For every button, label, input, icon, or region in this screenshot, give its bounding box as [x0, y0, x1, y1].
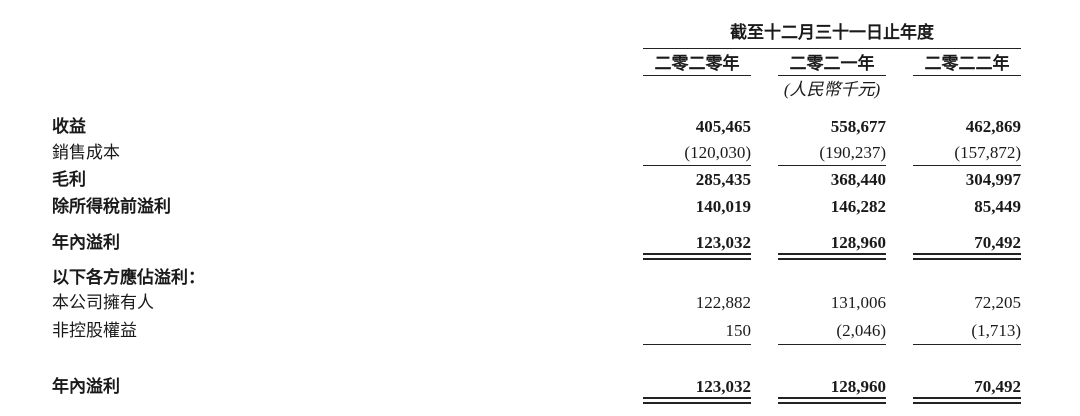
cell: 123,032 [695, 377, 751, 396]
cell: (157,872) [954, 143, 1021, 162]
cell: 70,492 [974, 233, 1021, 252]
cell: 462,869 [965, 117, 1021, 136]
subtotal-rule [913, 165, 1021, 166]
subtotal-rule [643, 165, 751, 166]
header-rule [643, 48, 1021, 49]
row-label-cost-of-sales: 銷售成本 [52, 143, 120, 162]
double-rule [913, 253, 1021, 260]
cell: (2,046) [836, 321, 886, 340]
row-label-non-controlling: 非控股權益 [52, 321, 137, 340]
cell: 128,960 [830, 233, 886, 252]
double-rule [643, 397, 751, 404]
row-label-owners: 本公司擁有人 [52, 293, 154, 312]
double-rule [778, 397, 886, 404]
cell: 558,677 [830, 117, 886, 136]
cell: 405,465 [695, 117, 751, 136]
row-label-profit-for-year-total: 年內溢利 [52, 377, 120, 396]
year-rule [643, 75, 751, 76]
row-label-attributable-to: 以下各方應佔溢利： [52, 268, 205, 287]
double-rule [913, 397, 1021, 404]
row-label-profit-before-tax: 除所得稅前溢利 [52, 197, 171, 216]
cell: 368,440 [830, 170, 886, 189]
cell: 150 [725, 321, 752, 340]
cell: (190,237) [819, 143, 886, 162]
period-header: 截至十二月三十一日止年度 [730, 23, 934, 42]
subtotal-rule [913, 344, 1021, 345]
cell: 140,019 [695, 197, 751, 216]
cell: 146,282 [830, 197, 886, 216]
year-header-2022: 二零二二年 [924, 54, 1010, 73]
unit-label: (人民幣千元) [783, 80, 881, 99]
row-label-revenue: 收益 [52, 117, 86, 136]
cell: (1,713) [971, 321, 1021, 340]
year-rule [778, 75, 886, 76]
year-rule [913, 75, 1021, 76]
year-header-2020: 二零二零年 [654, 54, 740, 73]
subtotal-rule [778, 165, 886, 166]
row-label-profit-for-year: 年內溢利 [52, 233, 120, 252]
double-rule [643, 253, 751, 260]
cell: 285,435 [695, 170, 751, 189]
double-rule [778, 253, 886, 260]
cell: 85,449 [974, 197, 1021, 216]
cell: 304,997 [965, 170, 1021, 189]
cell: 70,492 [974, 377, 1021, 396]
cell: 122,882 [695, 293, 751, 312]
cell: 123,032 [695, 233, 751, 252]
row-label-gross-profit: 毛利 [52, 170, 86, 189]
cell: 131,006 [830, 293, 886, 312]
cell: 128,960 [830, 377, 886, 396]
cell: (120,030) [684, 143, 751, 162]
subtotal-rule [778, 344, 886, 345]
subtotal-rule [643, 344, 751, 345]
cell: 72,205 [974, 293, 1021, 312]
year-header-2021: 二零二一年 [789, 54, 875, 73]
